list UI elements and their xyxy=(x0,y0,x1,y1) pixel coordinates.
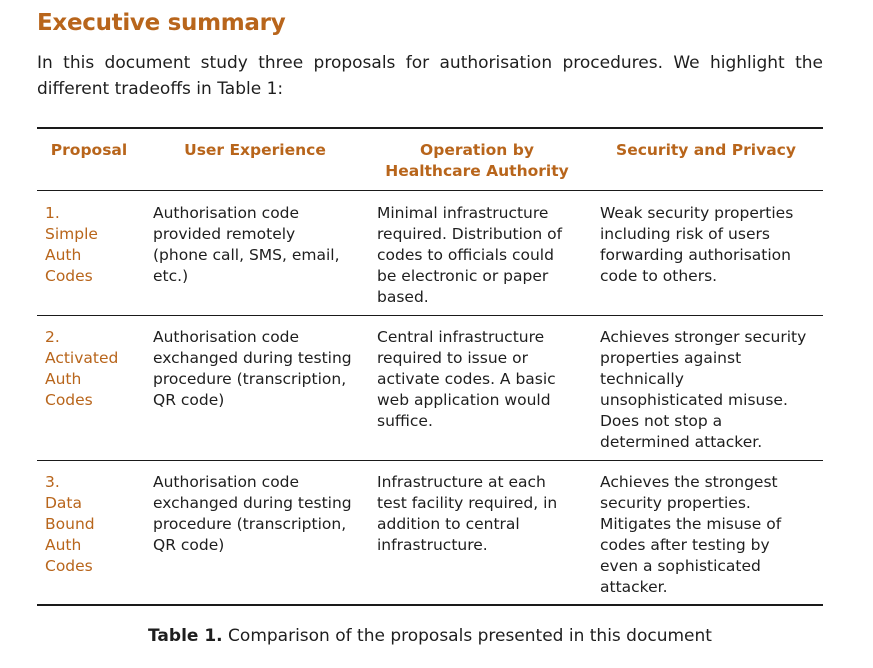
table-caption-label: Table 1. xyxy=(148,626,223,646)
operation-cell: Infrastructure at each test facility req… xyxy=(377,473,558,554)
security-cell: Achieves the strongest security properti… xyxy=(600,473,782,596)
operation-cell: Central infrastructure required to issue… xyxy=(377,328,556,430)
table-row-divider xyxy=(37,315,823,316)
column-header-proposal: Proposal xyxy=(50,141,128,159)
intro-paragraph: In this document study three proposals f… xyxy=(37,53,823,99)
user-experience-cell: Authorisation code exchanged during test… xyxy=(153,473,352,554)
proposal-cell: 3. Data Bound Auth Codes xyxy=(45,473,95,575)
operation-cell: Minimal infrastructure required. Distrib… xyxy=(377,204,563,306)
security-cell: Achieves stronger security properties ag… xyxy=(600,328,807,451)
table-row-divider xyxy=(37,460,823,461)
column-header-security: Security and Privacy xyxy=(616,141,796,159)
column-header-operation: Operation by Healthcare Authority xyxy=(385,141,569,180)
table-caption: Table 1. Comparison of the proposals pre… xyxy=(37,625,823,647)
table-top-rule xyxy=(37,127,823,129)
table-header-rule xyxy=(37,190,823,191)
column-header-user-experience: User Experience xyxy=(184,141,326,159)
table-bottom-rule xyxy=(37,604,823,606)
proposal-cell: 2. Activated Auth Codes xyxy=(45,328,119,409)
user-experience-cell: Authorisation code provided remotely (ph… xyxy=(153,204,340,285)
table-caption-text: Comparison of the proposals presented in… xyxy=(228,626,712,646)
security-cell: Weak security properties including risk … xyxy=(600,204,794,285)
user-experience-cell: Authorisation code exchanged during test… xyxy=(153,328,352,409)
proposal-cell: 1. Simple Auth Codes xyxy=(45,204,98,285)
section-heading: Executive summary xyxy=(37,10,286,36)
